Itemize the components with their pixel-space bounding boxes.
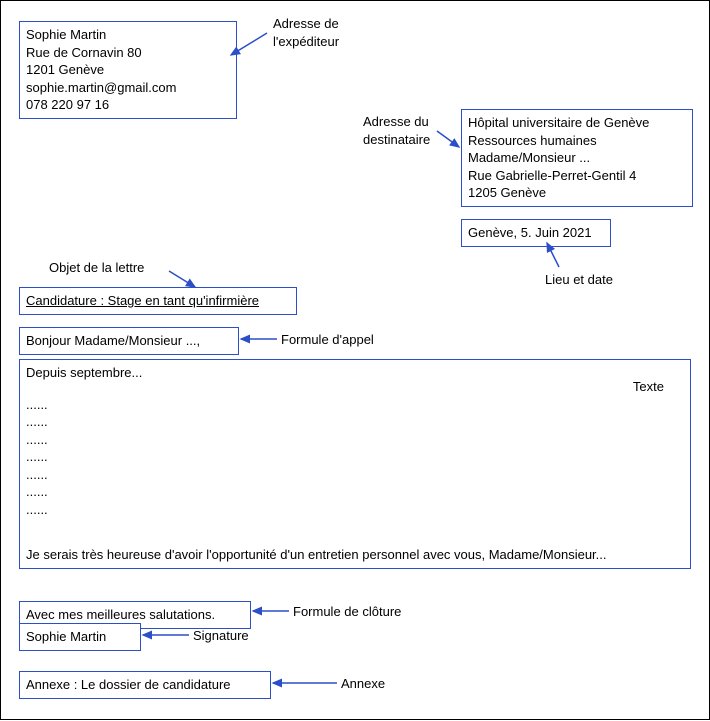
arrows-layer bbox=[1, 1, 710, 721]
